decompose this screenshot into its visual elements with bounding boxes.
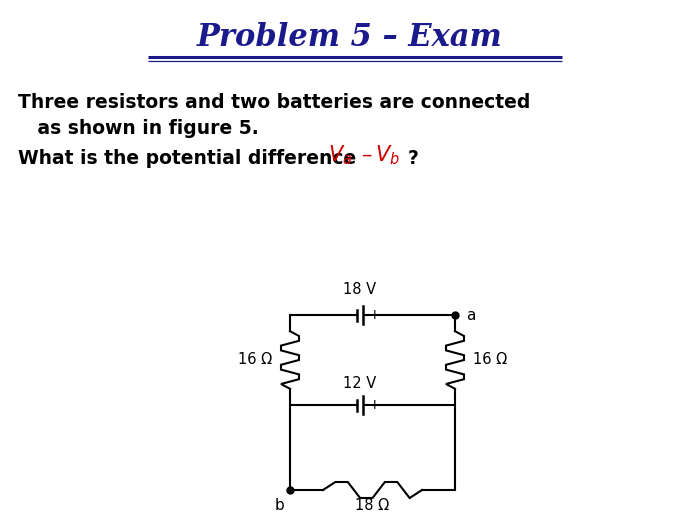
Text: $\mathbf{\it{V_a}}$: $\mathbf{\it{V_a}}$ <box>328 143 352 167</box>
Text: as shown in figure 5.: as shown in figure 5. <box>18 119 259 138</box>
Text: 18 V: 18 V <box>344 282 377 298</box>
Text: 18 Ω: 18 Ω <box>356 499 390 513</box>
Text: +: + <box>368 308 379 322</box>
Text: ?: ? <box>408 149 419 167</box>
Text: What is the potential difference: What is the potential difference <box>18 149 363 167</box>
Text: +: + <box>368 398 379 412</box>
Text: 16 Ω: 16 Ω <box>473 352 507 368</box>
Text: b: b <box>275 498 285 512</box>
Text: 16 Ω: 16 Ω <box>238 352 272 368</box>
Text: a: a <box>466 308 475 322</box>
Text: –: – <box>346 309 352 321</box>
Text: Three resistors and two batteries are connected: Three resistors and two batteries are co… <box>18 93 531 112</box>
Text: $\mathbf{\it{\,–\,V_b}}$: $\mathbf{\it{\,–\,V_b}}$ <box>358 143 400 167</box>
Text: Problem 5 – Exam: Problem 5 – Exam <box>197 23 503 54</box>
Text: –: – <box>346 398 352 412</box>
Text: 12 V: 12 V <box>344 375 377 391</box>
